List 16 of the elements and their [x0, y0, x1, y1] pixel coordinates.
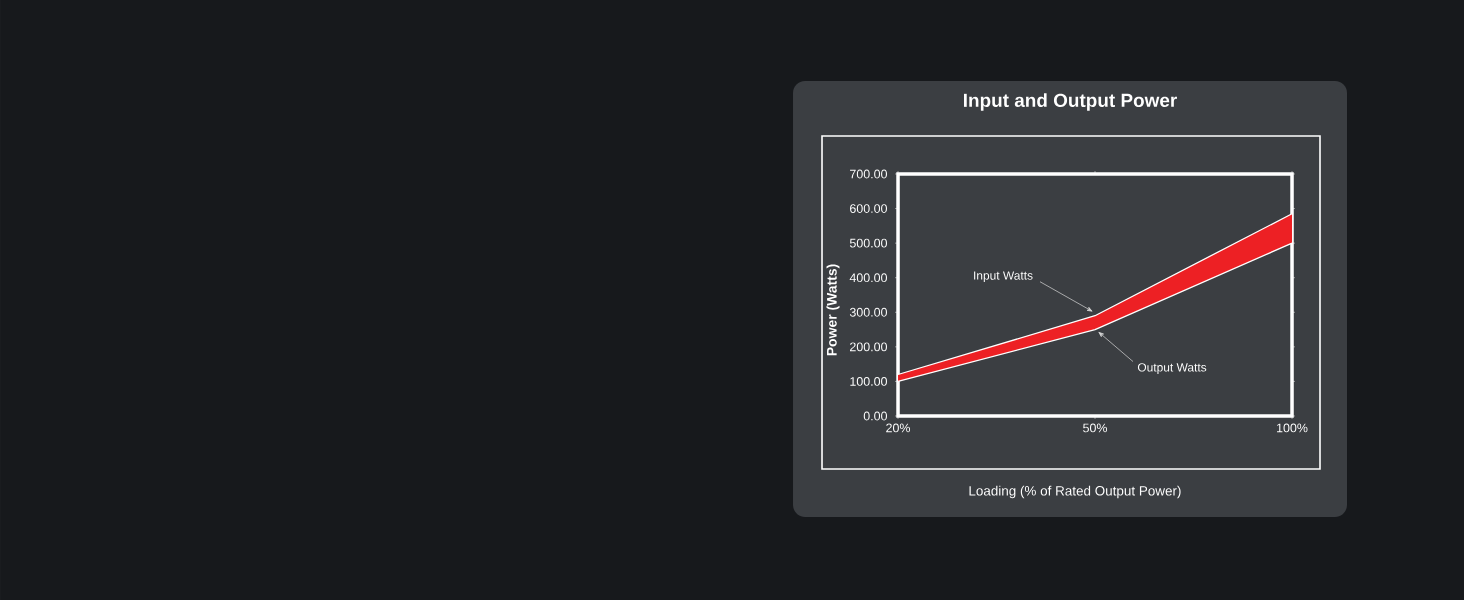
y-tick-label: 100.00	[850, 377, 887, 386]
annotation: Output Watts	[1137, 363, 1207, 374]
x-tick-label: 50%	[1083, 423, 1108, 433]
x-axis-title: Loading (% of Rated Output Power)	[969, 485, 1181, 499]
y-tick-label: 600.00	[850, 204, 887, 213]
y-tick-label: 200.00	[850, 342, 887, 352]
y-tick-label: 400.00	[849, 273, 887, 283]
y-tick-label: 700.00	[850, 169, 887, 179]
x-tick-label: 100%	[1277, 423, 1308, 433]
y-tick-label: 0.00	[863, 411, 888, 421]
x-tick-label: 20%	[886, 423, 911, 433]
y-tick-label: 300.00	[849, 307, 887, 317]
annotation: Input Watts	[974, 271, 1033, 283]
y-tick-label: 500.00	[849, 238, 887, 248]
y-axis-title: Power (Watts)	[826, 264, 840, 356]
chart-title: Input and Output Power	[964, 93, 1177, 111]
